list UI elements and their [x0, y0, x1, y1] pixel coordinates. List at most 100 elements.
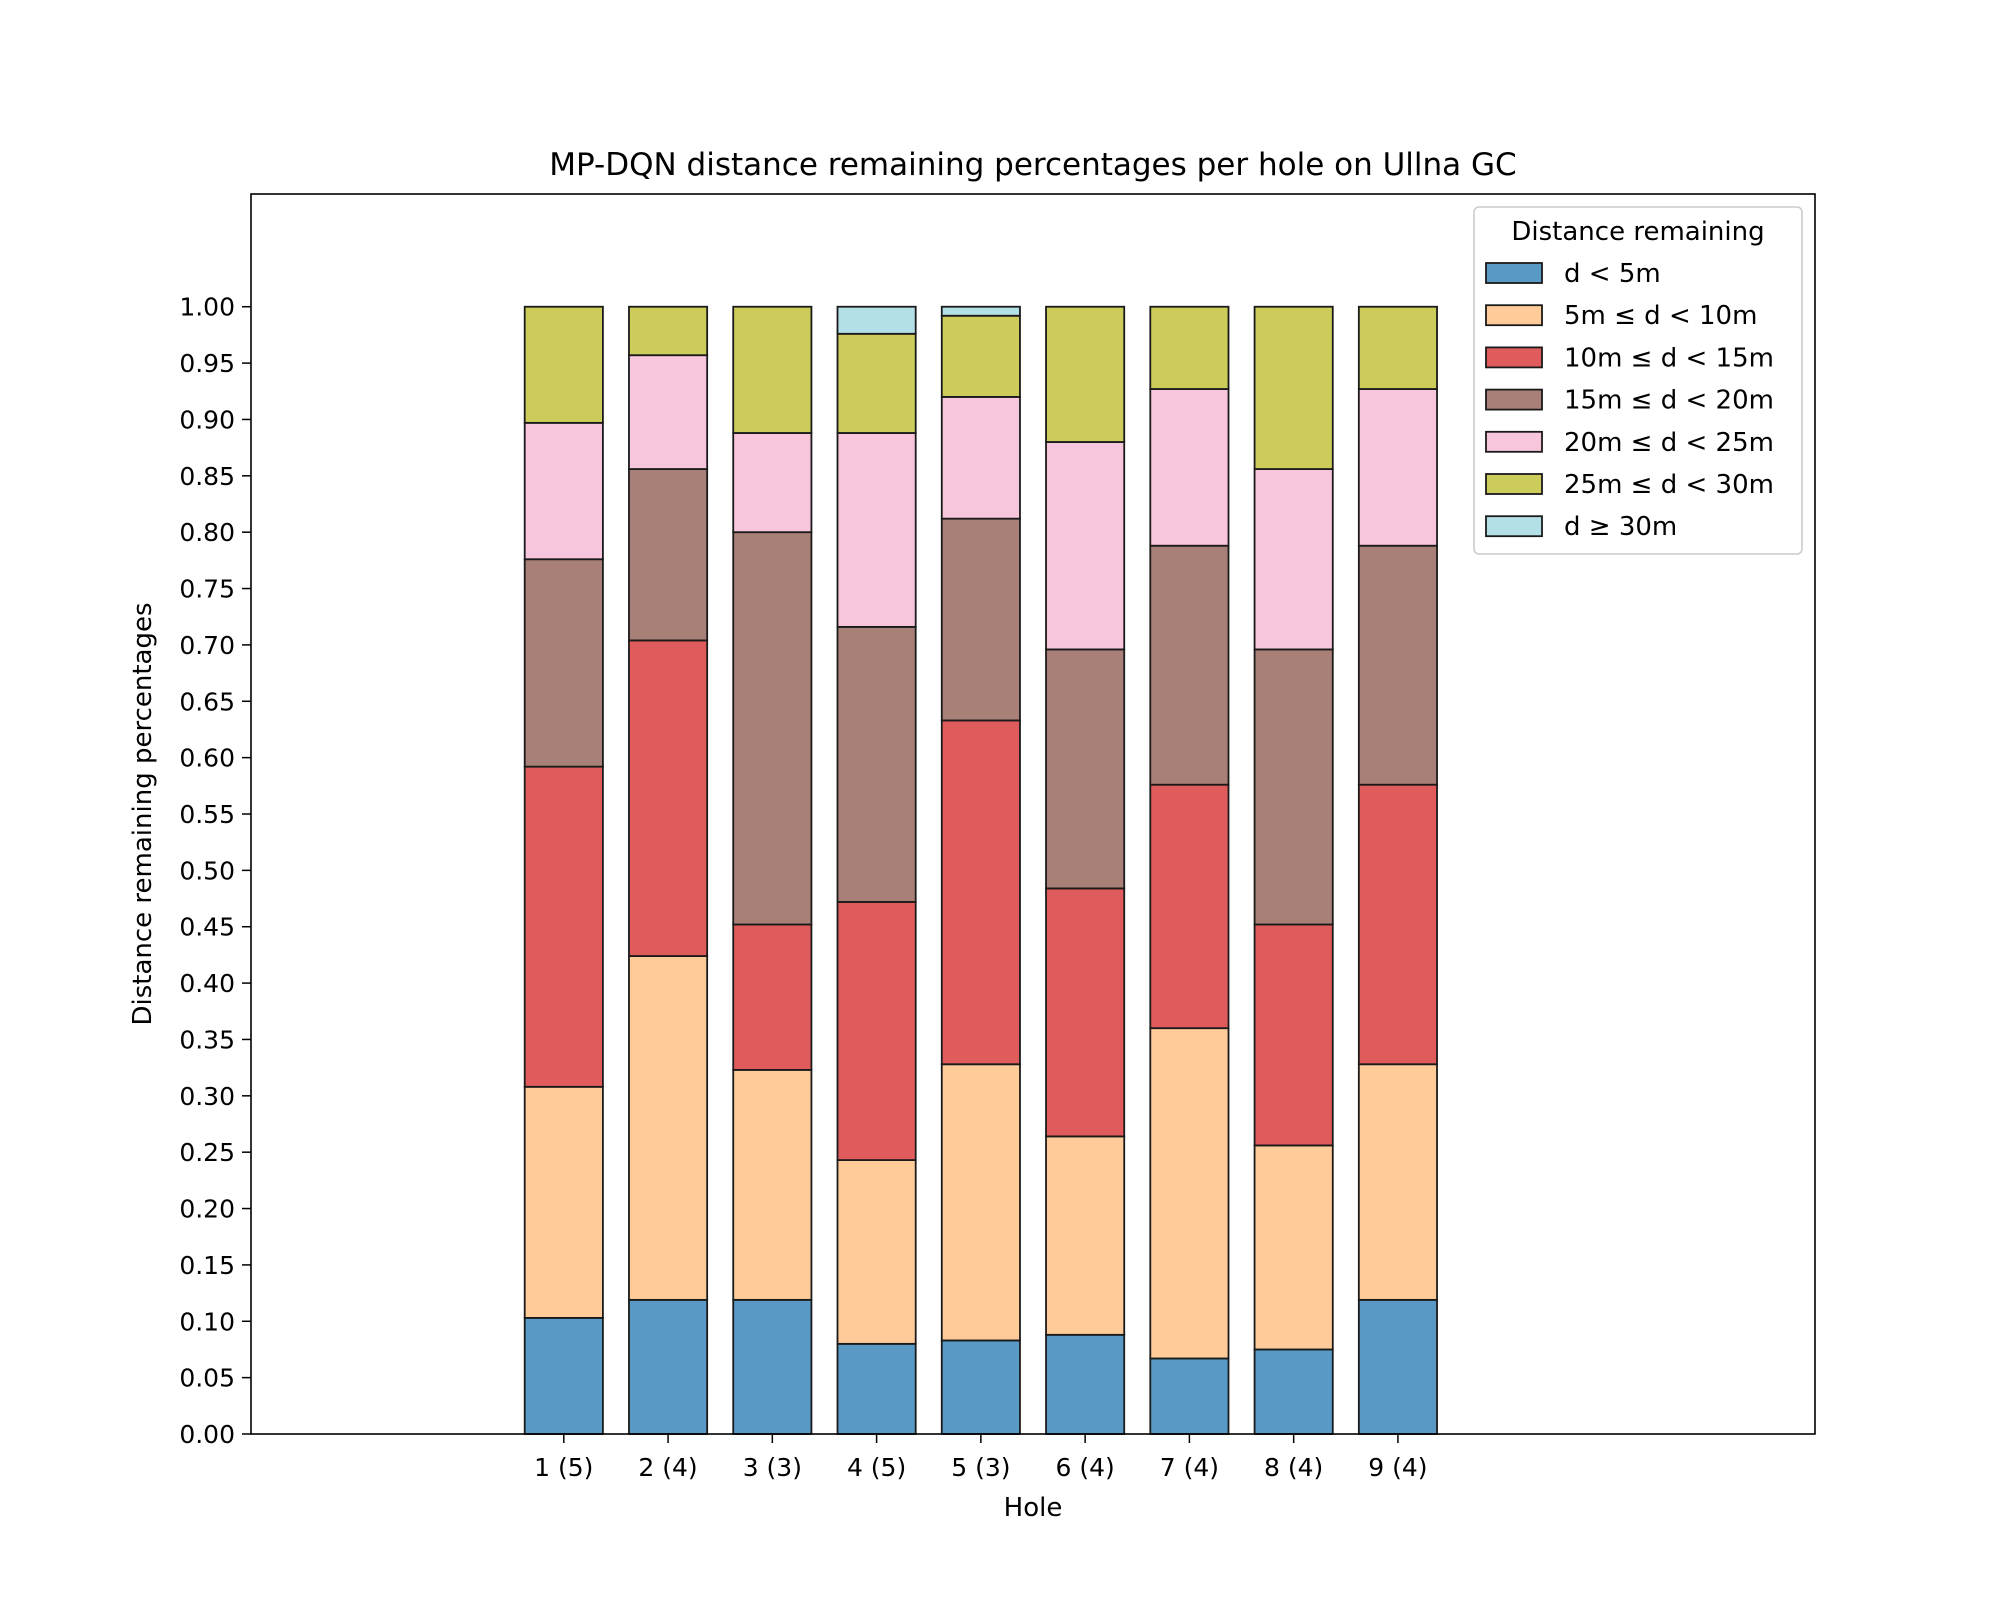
bar-hole-2-series-4: [628, 468, 709, 642]
bar-hole-9-series-6: [1357, 305, 1438, 390]
bar-hole-1-series-2: [523, 1085, 604, 1319]
legend-title: Distance remaining: [1511, 217, 1764, 247]
bar-hole-4-series-7: [836, 305, 917, 335]
bar-hole-4-series-1: [836, 1342, 917, 1435]
x-axis-label: Hole: [1004, 1493, 1063, 1523]
bar-hole-6-series-6: [1045, 305, 1126, 443]
y-tick-label: 0.35: [179, 1025, 235, 1054]
bar-hole-6-series-5: [1045, 441, 1126, 651]
x-tick-label: 3 (3): [743, 1453, 802, 1482]
legend-label-7: d ≥ 30m: [1564, 512, 1677, 542]
legend-label-5: 20m ≤ d < 25m: [1564, 428, 1774, 458]
bar-hole-7-series-5: [1149, 388, 1230, 547]
bar-hole-3-series-3: [732, 923, 813, 1071]
bar-hole-5-series-5: [940, 396, 1021, 520]
bar-hole-3-series-6: [732, 305, 813, 434]
bar-hole-9-series-5: [1357, 388, 1438, 547]
y-tick-label: 0.10: [179, 1307, 235, 1336]
bar-hole-1-series-5: [523, 421, 604, 561]
y-tick-label: 1.00: [179, 293, 235, 322]
bar-hole-5-series-7: [940, 305, 1021, 317]
y-tick-label: 0.30: [179, 1082, 235, 1111]
bar-hole-4-series-4: [836, 625, 917, 903]
x-tick-label: 9 (4): [1368, 1453, 1427, 1482]
legend-entries: d < 5m 5m ≤ d < 10m 10m ≤ d < 15m 15m ≤ d <…: [1485, 259, 1774, 542]
bar-hole-5-series-4: [940, 517, 1021, 722]
y-tick-label: 0.50: [179, 856, 235, 885]
bar-hole-7-series-1: [1149, 1357, 1230, 1435]
bar-hole-3-series-1: [732, 1298, 813, 1435]
y-tick-label: 0.15: [179, 1251, 235, 1280]
bar-hole-2-series-2: [628, 955, 709, 1301]
bar-hole-7-series-2: [1149, 1027, 1230, 1360]
bar-hole-7-series-6: [1149, 305, 1230, 390]
bar-hole-4-series-3: [836, 901, 917, 1161]
bar-hole-9-series-4: [1357, 544, 1438, 786]
bar-hole-8-series-1: [1253, 1348, 1334, 1435]
bar-hole-1-series-3: [523, 765, 604, 1088]
y-tick-label: 0.65: [179, 687, 235, 716]
bar-hole-6-series-3: [1045, 887, 1126, 1138]
bar-hole-2-series-6: [628, 305, 709, 357]
bar-hole-8-series-2: [1253, 1144, 1334, 1351]
legend-swatch-5: [1485, 430, 1543, 453]
x-axis: 1 (5) 2 (4) 3 (3) 4 (5) 5 (3) 6 (4) 7 (4) 8 (4)…: [534, 1434, 1428, 1482]
legend-swatch-3: [1485, 346, 1543, 369]
y-tick-label: 0.40: [179, 969, 235, 998]
plot-frame: [250, 193, 1816, 1435]
legend-swatch-1: [1485, 262, 1543, 284]
bar-hole-3-series-4: [732, 531, 813, 926]
bar-hole-5-series-2: [940, 1063, 1021, 1342]
bar-hole-7-series-3: [1149, 783, 1230, 1030]
legend-swatch-6: [1485, 473, 1543, 495]
y-tick-label: 0.80: [179, 518, 235, 547]
bar-hole-4-series-2: [836, 1159, 917, 1345]
y-tick-label: 0.05: [179, 1364, 235, 1393]
y-tick-label: 0.70: [179, 631, 235, 660]
bar-hole-9-series-2: [1357, 1063, 1438, 1301]
y-tick-label: 0.60: [179, 744, 235, 773]
y-tick-label: 0.55: [179, 800, 235, 829]
x-tick-label: 2 (4): [638, 1453, 697, 1482]
legend-swatch-2: [1485, 304, 1543, 327]
x-tick-label: 7 (4): [1160, 1453, 1219, 1482]
legend-label-1: d < 5m: [1564, 259, 1661, 289]
legend-label-4: 15m ≤ d < 20m: [1564, 386, 1774, 416]
legend-label-3: 10m ≤ d < 15m: [1564, 343, 1774, 373]
bar-hole-9-series-3: [1357, 783, 1438, 1066]
legend-label-6: 25m ≤ d < 30m: [1564, 470, 1774, 500]
x-tick-label: 1 (5): [534, 1453, 593, 1482]
x-tick-label: 6 (4): [1056, 1453, 1115, 1482]
bar-hole-7-series-4: [1149, 544, 1230, 786]
bar-hole-4-series-5: [836, 432, 917, 628]
legend-swatch-4: [1485, 388, 1543, 411]
bar-hole-2-series-5: [628, 354, 709, 470]
bar-hole-5-series-6: [940, 314, 1021, 398]
legend-swatch-7: [1485, 515, 1543, 538]
bar-hole-3-series-2: [732, 1068, 813, 1301]
bar-hole-5-series-3: [940, 719, 1021, 1066]
bar-hole-3-series-5: [732, 432, 813, 534]
bar-hole-6-series-1: [1045, 1333, 1126, 1435]
chart-title: MP-DQN distance remaining percentages pe…: [549, 147, 1516, 183]
y-axis-label: Distance remaining percentages: [128, 602, 158, 1025]
bar-hole-1-series-1: [523, 1316, 604, 1435]
x-tick-label: 4 (5): [847, 1453, 906, 1482]
bar-hole-8-series-5: [1253, 468, 1334, 651]
y-tick-label: 0.95: [179, 349, 235, 378]
bar-hole-9-series-1: [1357, 1298, 1438, 1435]
bar-hole-4-series-6: [836, 332, 917, 434]
bar-hole-6-series-2: [1045, 1135, 1126, 1336]
y-tick-label: 0.00: [179, 1420, 235, 1449]
bar-hole-1-series-6: [523, 305, 604, 424]
y-tick-label: 0.25: [179, 1138, 235, 1167]
y-tick-label: 0.75: [179, 575, 235, 604]
y-axis: 0.00 0.05 0.10 0.15 0.20 0.25 0.30 0.35 0.40 0.45…: [179, 293, 251, 1449]
x-tick-label: 8 (4): [1264, 1453, 1323, 1482]
legend-frame: [1473, 206, 1803, 555]
legend: Distance remaining d < 5m 5m ≤ d < 10m 10m…: [1473, 206, 1803, 555]
y-tick-label: 0.45: [179, 913, 235, 942]
bar-hole-8-series-4: [1253, 648, 1334, 926]
